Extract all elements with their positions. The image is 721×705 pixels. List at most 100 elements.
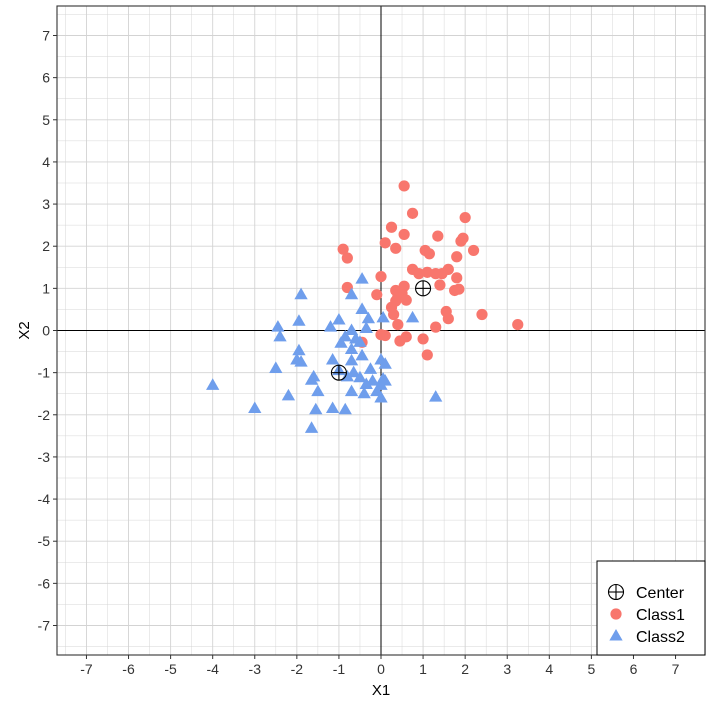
class2-point <box>332 312 346 325</box>
class1-point <box>436 268 448 280</box>
y-tick-label: 0 <box>42 323 50 339</box>
class1-point <box>512 319 524 331</box>
class1-point <box>421 266 433 278</box>
legend-class1-label: Class1 <box>636 607 685 624</box>
class2-point <box>323 320 338 332</box>
class2-point <box>304 421 319 433</box>
class2-point <box>344 342 359 355</box>
x-tick-label: 0 <box>377 661 385 677</box>
class2-point <box>357 386 371 399</box>
x-tick-label: 2 <box>461 661 469 677</box>
y-tick-label: 3 <box>42 196 50 212</box>
class1-point <box>423 248 435 260</box>
x-tick-label: -4 <box>206 661 219 677</box>
y-tick-label: 5 <box>42 112 50 128</box>
legend-class2-label: Class2 <box>636 629 685 646</box>
x-tick-label: 3 <box>503 661 511 677</box>
class2-point <box>359 321 373 333</box>
x-tick-label: -1 <box>333 661 346 677</box>
class1-point <box>388 308 400 321</box>
class2-point <box>355 272 369 284</box>
class1-point <box>451 272 463 284</box>
center-point <box>330 364 347 381</box>
center-point <box>415 280 432 297</box>
class1-point <box>379 329 391 342</box>
class1-point <box>337 243 349 255</box>
y-tick-label: -6 <box>38 575 51 591</box>
class2-point <box>344 384 359 397</box>
class2-point <box>334 336 348 348</box>
class1-point <box>390 242 402 254</box>
legend-class1-icon <box>610 608 622 620</box>
class1-point <box>400 331 412 343</box>
class1-point <box>400 294 412 306</box>
class2-point <box>344 353 359 366</box>
class2-point <box>311 384 325 397</box>
class2-point <box>309 402 323 415</box>
class2-point <box>378 374 392 386</box>
x-tick-label: 4 <box>545 661 553 677</box>
class1-point <box>476 308 488 321</box>
class2-point <box>344 323 359 336</box>
class1-point <box>421 349 433 361</box>
class2-point <box>353 335 367 347</box>
class1-point <box>459 211 471 224</box>
class1-point <box>413 268 425 280</box>
class1-point <box>451 251 463 263</box>
class2-point <box>206 378 220 390</box>
class2-point <box>304 373 319 385</box>
class1-point <box>449 284 461 297</box>
class2-point <box>281 388 296 401</box>
y-tick-label: 2 <box>42 238 50 254</box>
y-tick-label: -7 <box>38 618 51 634</box>
x-tick-label: -6 <box>122 661 135 677</box>
y-tick-label: 7 <box>42 28 50 44</box>
class1-point <box>417 333 429 345</box>
y-tick-label: 4 <box>42 154 50 170</box>
legend-center-label: Center <box>636 585 685 602</box>
y-tick-label: -1 <box>38 365 51 381</box>
class2-point <box>325 353 340 365</box>
x-tick-label: -7 <box>80 661 93 677</box>
class1-point <box>398 180 410 192</box>
legend-center-icon <box>607 583 625 601</box>
class1-point <box>406 207 419 219</box>
x-tick-label: -3 <box>249 661 262 677</box>
y-tick-label: -5 <box>38 533 51 549</box>
class1-point <box>392 319 404 331</box>
x-axis-label: X1 <box>372 682 390 699</box>
class2-point <box>361 311 376 324</box>
class2-point <box>294 287 308 300</box>
x-tick-label: 1 <box>419 661 427 677</box>
y-tick-label: -3 <box>38 449 51 465</box>
class1-point <box>379 237 391 249</box>
x-tick-label: -5 <box>164 661 177 677</box>
class2-point <box>292 343 306 356</box>
legend-class2-icon <box>609 629 623 641</box>
class1-point <box>398 228 410 241</box>
data-points <box>206 180 524 433</box>
class2-point <box>363 362 378 374</box>
x-tick-label: 6 <box>630 661 638 677</box>
class1-point <box>455 235 467 247</box>
class1-point <box>385 221 398 233</box>
class2-point <box>353 370 367 383</box>
class2-point <box>346 365 361 378</box>
class1-point <box>467 244 480 257</box>
class1-point <box>432 230 444 242</box>
class2-point <box>378 357 392 369</box>
class2-point <box>355 302 369 314</box>
class2-point <box>429 390 443 402</box>
y-tick-label: -2 <box>38 407 51 423</box>
class1-point <box>375 270 387 283</box>
class1-point <box>430 321 442 333</box>
class2-point <box>294 355 308 367</box>
class2-point <box>271 320 285 332</box>
y-axis-label: X2 <box>16 321 33 339</box>
x-tick-label: 7 <box>672 661 680 677</box>
class2-point <box>248 401 262 414</box>
class1-point <box>434 279 446 291</box>
y-tick-label: 1 <box>42 280 50 296</box>
x-tick-label: -2 <box>291 661 304 677</box>
legend: Center Class1 Class2 <box>596 560 706 656</box>
